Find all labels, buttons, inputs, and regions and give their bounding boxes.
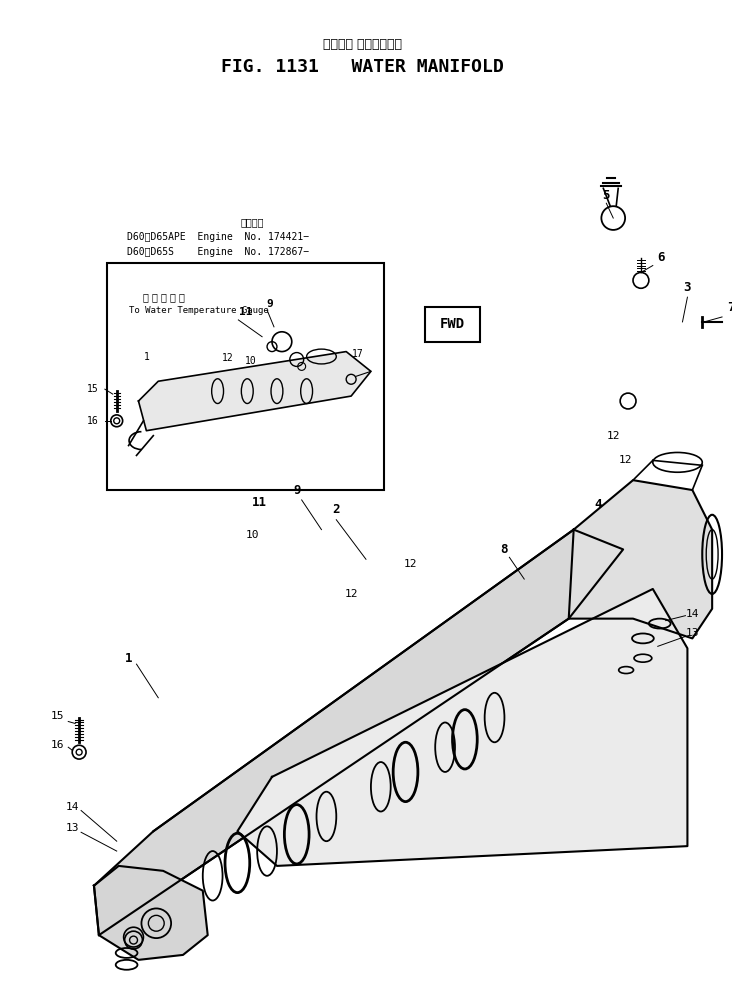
- Text: 5: 5: [602, 189, 610, 202]
- Bar: [425, 307, 479, 341]
- Text: 13: 13: [686, 628, 699, 639]
- Text: 10: 10: [245, 356, 257, 367]
- Text: 9: 9: [266, 299, 273, 310]
- Text: 12: 12: [619, 455, 632, 466]
- Text: 水 道 温 出 口: 水 道 温 出 口: [143, 292, 185, 303]
- Text: 3: 3: [684, 281, 691, 294]
- Text: 7: 7: [727, 301, 732, 314]
- Text: 2: 2: [332, 503, 340, 516]
- Text: 14: 14: [686, 608, 699, 619]
- Text: 8: 8: [501, 543, 508, 556]
- Text: 1: 1: [125, 652, 132, 665]
- Text: 適用号等: 適用号等: [241, 217, 264, 226]
- Text: 12: 12: [404, 559, 417, 570]
- Text: ウォータ マニホールド: ウォータ マニホールド: [323, 39, 402, 51]
- Polygon shape: [94, 866, 208, 960]
- Text: 11: 11: [252, 496, 266, 509]
- Text: FWD: FWD: [439, 316, 465, 331]
- Text: 12: 12: [607, 430, 620, 441]
- Text: 4: 4: [594, 498, 602, 511]
- Text: 12: 12: [222, 352, 234, 363]
- Text: 14: 14: [66, 801, 79, 812]
- Text: 12: 12: [344, 588, 358, 599]
- Text: 1: 1: [143, 351, 149, 362]
- Text: 16: 16: [87, 415, 99, 426]
- Text: 13: 13: [66, 823, 79, 834]
- Text: 9: 9: [293, 484, 300, 496]
- Polygon shape: [138, 351, 371, 430]
- Text: 11: 11: [239, 307, 252, 317]
- Text: To Water Temperature Gauge: To Water Temperature Gauge: [129, 306, 269, 315]
- Text: 17: 17: [352, 348, 364, 359]
- Text: 16: 16: [51, 740, 64, 751]
- Polygon shape: [237, 589, 687, 866]
- Polygon shape: [94, 530, 623, 936]
- Text: 10: 10: [245, 529, 259, 540]
- Polygon shape: [569, 480, 712, 639]
- Text: FIG. 1131   WATER MANIFOLD: FIG. 1131 WATER MANIFOLD: [220, 57, 504, 76]
- Text: D60シD65S    Engine  No. 172867−: D60シD65S Engine No. 172867−: [127, 246, 309, 256]
- Text: 6: 6: [657, 251, 665, 264]
- Text: 15: 15: [51, 710, 64, 721]
- Text: 15: 15: [87, 384, 99, 395]
- Text: D60シD65APE  Engine  No. 174421−: D60シD65APE Engine No. 174421−: [127, 231, 309, 241]
- Bar: [107, 262, 384, 490]
